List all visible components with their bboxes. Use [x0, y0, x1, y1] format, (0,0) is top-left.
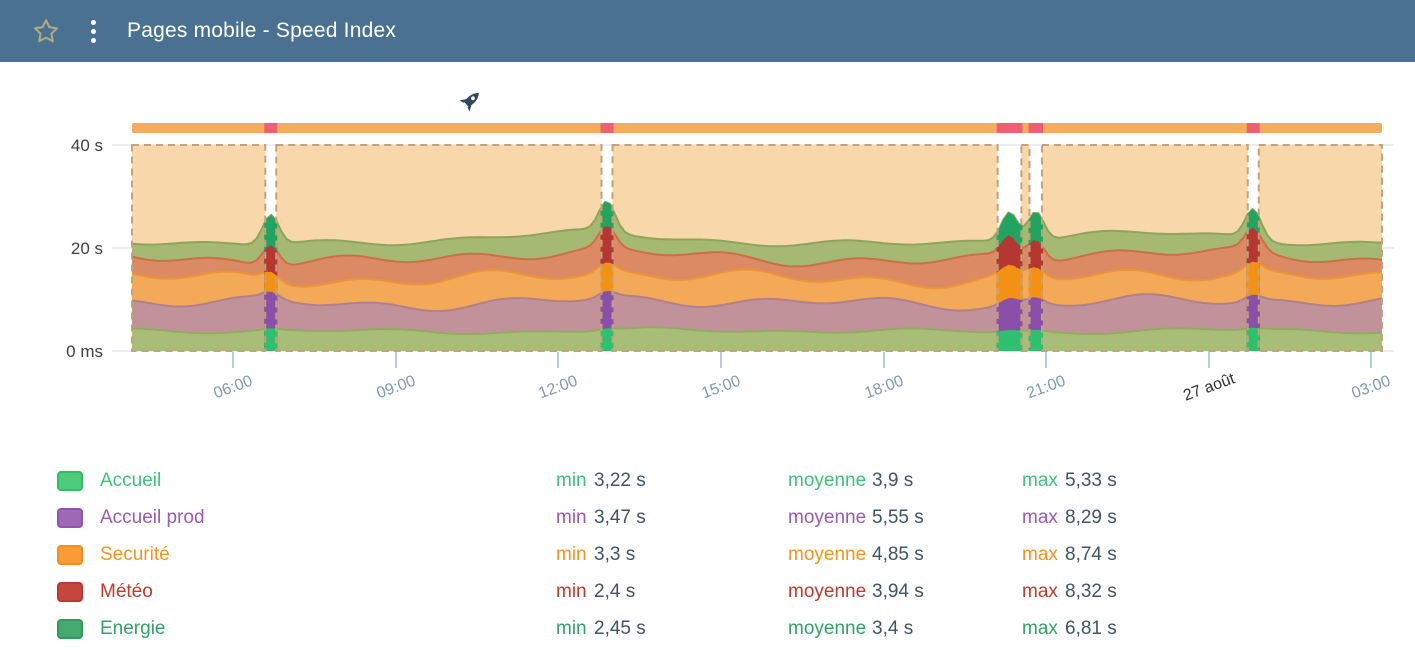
- kebab-menu-icon[interactable]: [86, 16, 100, 46]
- series-swatch[interactable]: [57, 544, 83, 565]
- max-value: 8,74 s: [1065, 543, 1117, 565]
- svg-text:27 août: 27 août: [1181, 370, 1237, 404]
- series-name: Accueil: [100, 469, 162, 491]
- legend-row[interactable]: Energie min 2,45 s moyenne 3,4 s max 6,8…: [57, 610, 1415, 647]
- legend-row[interactable]: Météo min 2,4 s moyenne 3,94 s max 8,32 …: [57, 573, 1415, 610]
- svg-text:03:00: 03:00: [1349, 373, 1393, 403]
- max-value: 8,32 s: [1065, 580, 1117, 602]
- moyenne-label: moyenne: [788, 617, 867, 639]
- moyenne-value: 3,4 s: [872, 617, 914, 639]
- svg-text:40 s: 40 s: [71, 136, 103, 155]
- min-value: 3,22 s: [594, 469, 646, 491]
- series-name: Météo: [100, 580, 153, 602]
- moyenne-value: 5,55 s: [872, 506, 924, 528]
- rocket-icon: [459, 92, 479, 112]
- svg-text:06:00: 06:00: [211, 373, 255, 403]
- svg-text:20 s: 20 s: [71, 239, 103, 258]
- widget-title: Pages mobile - Speed Index: [127, 19, 397, 42]
- series-swatch[interactable]: [57, 618, 83, 639]
- svg-text:15:00: 15:00: [699, 373, 743, 403]
- svg-text:21:00: 21:00: [1024, 373, 1068, 403]
- svg-text:09:00: 09:00: [374, 373, 418, 403]
- chart-legend: Accueil min 3,22 s moyenne 3,9 s max 5,3…: [0, 442, 1415, 647]
- moyenne-label: moyenne: [788, 543, 867, 565]
- moyenne-value: 3,94 s: [872, 580, 924, 602]
- legend-row[interactable]: Securité min 3,3 s moyenne 4,85 s max 8,…: [57, 536, 1415, 573]
- max-value: 5,33 s: [1065, 469, 1117, 491]
- series-name: Securité: [100, 543, 170, 565]
- moyenne-value: 4,85 s: [872, 543, 924, 565]
- max-value: 8,29 s: [1065, 506, 1117, 528]
- series-name: Energie: [100, 617, 166, 639]
- series-swatch[interactable]: [57, 470, 83, 491]
- moyenne-value: 3,9 s: [872, 469, 914, 491]
- min-label: min: [556, 506, 587, 528]
- min-label: min: [556, 580, 587, 602]
- moyenne-label: moyenne: [788, 469, 867, 491]
- widget-header: Pages mobile - Speed Index: [0, 0, 1415, 62]
- min-label: min: [556, 617, 587, 639]
- min-label: min: [556, 543, 587, 565]
- min-value: 2,4 s: [594, 580, 636, 602]
- min-value: 2,45 s: [594, 617, 646, 639]
- svg-text:18:00: 18:00: [862, 373, 906, 403]
- max-label: max: [1022, 469, 1058, 491]
- favorite-star-icon[interactable]: [32, 17, 60, 45]
- min-value: 3,47 s: [594, 506, 646, 528]
- svg-text:12:00: 12:00: [536, 373, 580, 403]
- speed-index-chart[interactable]: 06:00 09:00 12:00 15:00 18:00 21:00 27 août 03:…: [0, 62, 1415, 442]
- moyenne-label: moyenne: [788, 580, 867, 602]
- max-value: 6,81 s: [1065, 617, 1117, 639]
- moyenne-label: moyenne: [788, 506, 867, 528]
- min-value: 3,3 s: [594, 543, 636, 565]
- chart-area: 06:00 09:00 12:00 15:00 18:00 21:00 27 août 03:…: [0, 62, 1415, 442]
- series-swatch[interactable]: [57, 581, 83, 602]
- series-name: Accueil prod: [100, 506, 205, 528]
- legend-row[interactable]: Accueil prod min 3,47 s moyenne 5,55 s m…: [57, 499, 1415, 536]
- series-swatch[interactable]: [57, 507, 83, 528]
- legend-row[interactable]: Accueil min 3,22 s moyenne 3,9 s max 5,3…: [57, 462, 1415, 499]
- max-label: max: [1022, 543, 1058, 565]
- max-label: max: [1022, 580, 1058, 602]
- max-label: max: [1022, 506, 1058, 528]
- min-label: min: [556, 469, 587, 491]
- svg-text:0 ms: 0 ms: [66, 342, 103, 361]
- max-label: max: [1022, 617, 1058, 639]
